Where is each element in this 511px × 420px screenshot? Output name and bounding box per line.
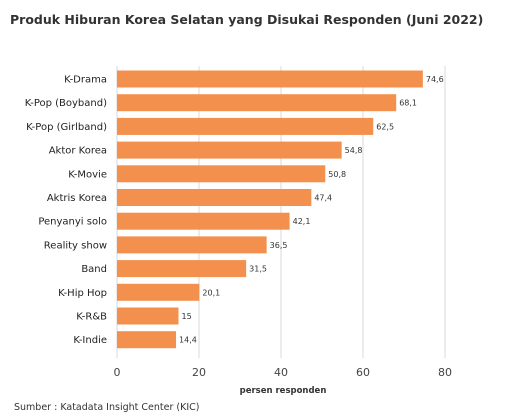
x-tick-label: 60	[356, 366, 370, 379]
value-label: 15	[182, 312, 192, 321]
bar	[117, 189, 312, 206]
value-label: 14,4	[179, 336, 197, 345]
bar	[117, 165, 326, 183]
value-label: 50,8	[328, 170, 346, 179]
value-label: 36,5	[270, 241, 288, 250]
bar	[117, 331, 177, 349]
value-label: 68,1	[399, 99, 417, 108]
bar	[117, 141, 342, 159]
value-label: 47,4	[314, 194, 332, 203]
category-label: K-Pop (Girlband)	[26, 122, 107, 133]
category-label: Band	[81, 264, 107, 275]
value-label: 74,6	[426, 75, 444, 84]
source-note: Sumber : Katadata Insight Center (KIC)	[14, 402, 200, 413]
chart-title: Produk Hiburan Korea Selatan yang Disuka…	[10, 12, 484, 27]
x-tick-label: 80	[438, 366, 452, 379]
bar	[117, 283, 200, 301]
x-axis-title: persen responden	[240, 386, 327, 396]
bar	[117, 307, 179, 325]
bar	[117, 117, 374, 135]
category-label: Reality show	[44, 240, 107, 251]
category-label: Aktris Korea	[47, 193, 107, 204]
category-label: Aktor Korea	[49, 146, 107, 157]
category-label: K-Pop (Boyband)	[25, 98, 107, 109]
x-tick-label: 0	[114, 366, 121, 379]
bar	[117, 70, 423, 88]
x-tick-label: 40	[274, 366, 288, 379]
bar	[117, 236, 267, 254]
category-label: K-Indie	[73, 335, 107, 346]
value-label: 62,5	[376, 122, 394, 131]
bar	[117, 212, 290, 230]
value-label: 42,1	[293, 217, 311, 226]
category-label: K-Drama	[64, 75, 107, 86]
bar	[117, 260, 247, 278]
category-label: K-Hip Hop	[58, 288, 107, 299]
value-label: 20,1	[202, 288, 220, 297]
x-tick-label: 20	[192, 366, 206, 379]
value-label: 31,5	[249, 265, 267, 274]
category-label: K-Movie	[68, 169, 107, 180]
category-label: K-R&B	[76, 312, 107, 323]
category-label: Penyanyi solo	[38, 217, 107, 228]
value-label: 54,8	[345, 146, 363, 155]
bar	[117, 94, 397, 112]
